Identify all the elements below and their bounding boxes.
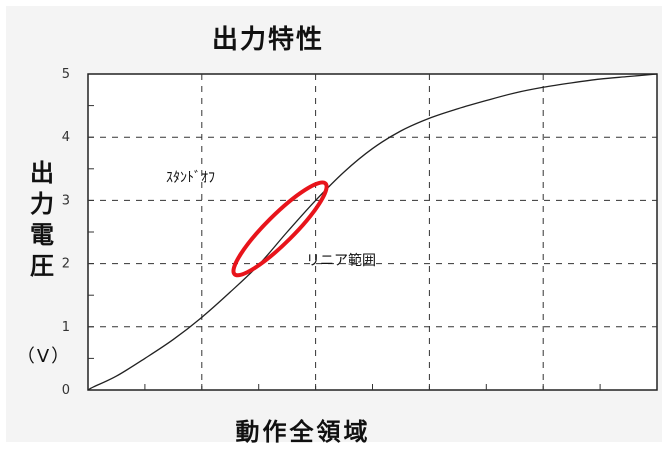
y-axis-label-char: 電 (30, 221, 54, 249)
gridlines (88, 74, 657, 390)
y-axis-label-char: 出 (30, 159, 54, 187)
x-axis-label: 動作全領域 (236, 418, 371, 446)
annotation-linear-range: リニア範囲 (306, 252, 376, 269)
minor-ticks (88, 105, 601, 390)
y-tick-label: 2 (62, 257, 70, 272)
y-tick-labels: 0 1 2 3 4 5 (62, 67, 70, 398)
linear-range-highlight (231, 180, 329, 278)
annotation-standoff: ｽﾀﾝﾄﾞｵﾌ (166, 170, 215, 186)
series-line (87, 73, 658, 391)
y-axis-label-char: 圧 (30, 252, 54, 280)
y-tick-label: 0 (62, 383, 70, 398)
chart-title: 出力特性 (212, 24, 324, 55)
y-axis-unit: （V） (17, 346, 71, 367)
y-tick-label: 5 (62, 67, 70, 82)
y-tick-label: 3 (62, 193, 70, 208)
y-tick-label: 4 (62, 130, 70, 145)
plot-area (87, 73, 658, 391)
y-tick-label: 1 (62, 320, 70, 335)
y-axis-label-char: 力 (30, 190, 54, 218)
